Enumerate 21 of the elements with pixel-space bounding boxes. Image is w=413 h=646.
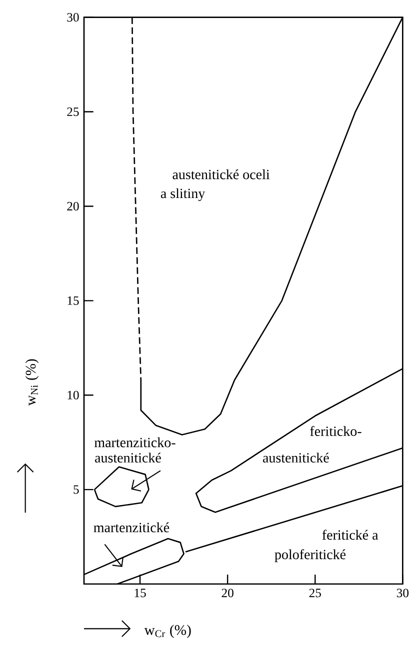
annotation: feriticko- [310, 426, 362, 436]
y-tick-label: 10 [68, 390, 79, 400]
x-tick-label: 30 [396, 588, 408, 598]
annotation: poloferitické [274, 549, 346, 562]
annotation: feritické a [322, 530, 378, 540]
y-tick-label: 25 [66, 108, 79, 116]
x-tick-label: 25 [309, 588, 321, 598]
x-axis-title: w$_{Cr}$ (%) [144, 624, 191, 638]
annotation: austenitické [262, 452, 329, 463]
y-tick-label: 15 [68, 296, 79, 305]
y-axis-title: w$_{Ni}$ (%) [25, 359, 38, 406]
x-tick-label: 20 [222, 588, 234, 598]
y-tick-label: 30 [67, 13, 79, 22]
annotation: martenziticko- [94, 437, 176, 448]
y-tick-label: 20 [66, 202, 79, 210]
x-tick-label: 15 [134, 588, 146, 598]
annotation: a slitiny [160, 188, 205, 202]
annotation: austenitické oceli [172, 169, 270, 180]
annotation: austenitické [94, 452, 161, 463]
y-tick-label: 5 [73, 485, 79, 494]
annotation: martenzitické [93, 522, 169, 532]
